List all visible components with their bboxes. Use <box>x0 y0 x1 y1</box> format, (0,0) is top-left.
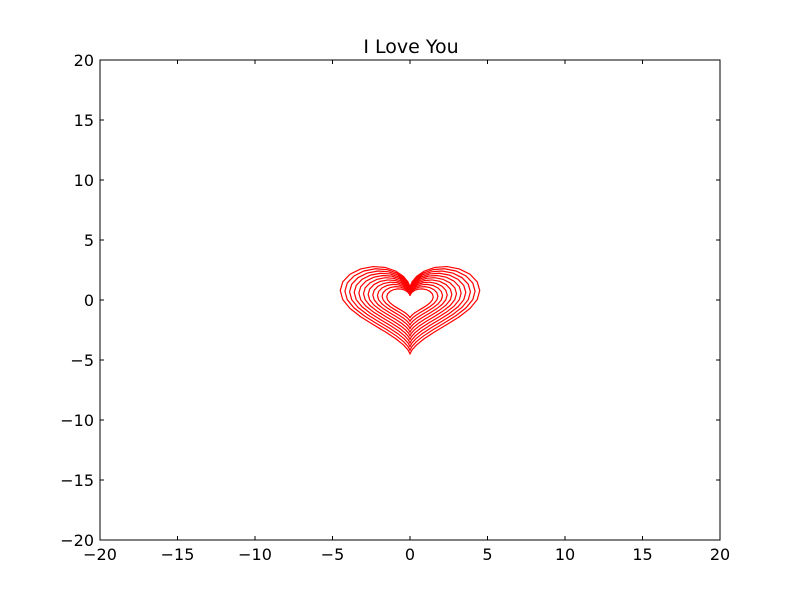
heart-curve-9 <box>348 270 472 348</box>
heart-curve-4 <box>372 281 448 330</box>
chart-title: I Love You <box>363 36 458 58</box>
y-axis-ticks: −20 −15 −10 −5 0 5 10 15 20 <box>60 51 720 550</box>
y-tick-label: 20 <box>74 51 94 70</box>
heart-curve-7 <box>358 274 462 340</box>
heart-curve-5 <box>367 279 453 333</box>
x-tick-label: −5 <box>321 545 345 564</box>
y-tick-label: −20 <box>60 531 94 550</box>
y-tick-label: 15 <box>74 111 94 130</box>
x-tick-label: 0 <box>405 545 415 564</box>
heart-curve-2 <box>381 286 439 322</box>
y-tick-label: −5 <box>70 351 94 370</box>
x-tick-label: 5 <box>482 545 492 564</box>
x-tick-label: −20 <box>83 545 117 564</box>
x-tick-label: 20 <box>710 545 730 564</box>
y-tick-label: −15 <box>60 471 94 490</box>
x-tick-label: 10 <box>555 545 575 564</box>
y-tick-label: 10 <box>74 171 94 190</box>
y-tick-label: 0 <box>84 291 94 310</box>
y-tick-label: −10 <box>60 411 94 430</box>
x-tick-label: 15 <box>632 545 652 564</box>
heart-curve-1 <box>386 288 434 319</box>
heart-curves <box>339 265 481 355</box>
heart-curve-6 <box>362 277 458 337</box>
heart-curve-10 <box>344 268 476 351</box>
axes-frame <box>99 59 721 541</box>
heart-curve-3 <box>376 283 444 326</box>
heart-curve-11 <box>339 265 481 355</box>
x-axis-ticks: −20 −15 −10 −5 0 5 10 15 20 <box>83 60 730 564</box>
x-tick-label: −15 <box>161 545 195 564</box>
x-tick-label: −10 <box>238 545 272 564</box>
y-tick-label: 5 <box>84 231 94 250</box>
heart-curve-8 <box>353 272 467 344</box>
